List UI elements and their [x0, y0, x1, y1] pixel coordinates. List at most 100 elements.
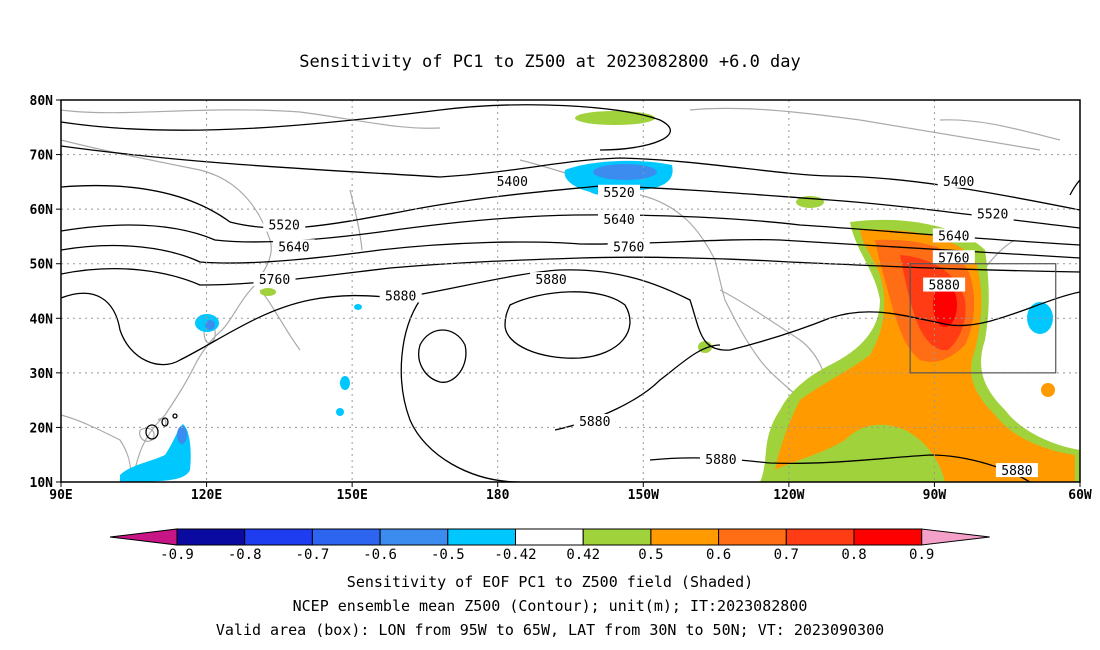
- contour-line: [1069, 179, 1080, 196]
- lon-tick-label: 90W: [923, 488, 947, 503]
- colorbar-swatch: [447, 528, 516, 546]
- caption-line-2: NCEP ensemble mean Z500 (Contour); unit(…: [292, 597, 808, 615]
- lon-tick-label: 60W: [1068, 488, 1092, 503]
- contour-line: [61, 238, 1080, 264]
- contour-line: [400, 299, 521, 482]
- colorbar-swatch: [311, 528, 381, 546]
- contour-label: 5880: [1001, 464, 1032, 479]
- colorbar-swatch: [582, 528, 652, 546]
- shade-positive-09: [933, 283, 957, 327]
- colorbar-label: -0.9: [160, 547, 194, 563]
- contour-label: 5640: [603, 213, 634, 228]
- lon-tick-label: 150W: [628, 488, 659, 503]
- lat-tick-label: 80N: [30, 94, 54, 109]
- contour-label-bg: [491, 173, 534, 188]
- contour-label-bg: [607, 239, 650, 254]
- contour-line: [61, 104, 671, 151]
- lat-tick-label: 10N: [30, 476, 54, 491]
- map-axes: 90E 120E 150E 180 150W 120W 90W 60W 10N 20N 30N 40N…: [30, 94, 1092, 503]
- lon-tick-label: 120W: [773, 488, 804, 503]
- lat-tick-label: 40N: [30, 312, 54, 327]
- contour-line: [418, 329, 467, 383]
- contour-line: [172, 413, 178, 419]
- contour-label: 5640: [938, 229, 969, 244]
- colorbar-label: 0.42: [566, 547, 600, 563]
- contour-label-bg: [971, 206, 1014, 221]
- shade-negative-1b: [593, 164, 657, 180]
- contour-label-bg: [598, 184, 641, 199]
- lat-tick-label: 60N: [30, 203, 54, 218]
- shade-negative-2b: [177, 426, 187, 444]
- contour-label-bg: [699, 452, 742, 467]
- lon-tick-label: 150E: [336, 488, 367, 503]
- contour-label: 5520: [977, 208, 1008, 223]
- contour-line: [145, 424, 159, 440]
- shade-negative-5: [340, 376, 350, 390]
- contour-label-bg: [598, 212, 641, 227]
- colorbar-swatch: [515, 528, 584, 546]
- contour-label: 5640: [278, 240, 309, 255]
- lat-tick-label: 70N: [30, 149, 54, 164]
- colorbar-label: -0.42: [494, 547, 536, 563]
- shade-negative-8: [354, 304, 362, 310]
- map-frame: [60, 99, 1081, 483]
- contour-label: 5880: [705, 453, 736, 468]
- contour-line: [61, 214, 1080, 246]
- shade-negative-6: [336, 408, 344, 416]
- contour-labels: 5400 5400 5520 5520 5520 5640 5640 5640 5760 5760…: [253, 173, 1038, 479]
- shade-negative-2: [120, 424, 191, 482]
- contour-label-bg: [932, 250, 975, 265]
- colorbar: -0.9 -0.8 -0.7 -0.6 -0.5 -0.42 0.42 0.5 0.6 0.7 0.…: [109, 528, 990, 563]
- contour-label: 5880: [535, 273, 566, 288]
- colorbar-label: 0.9: [909, 547, 934, 563]
- colorbar-label: 0.7: [774, 547, 799, 563]
- contour-label: 5520: [603, 186, 634, 201]
- shade-positive-small-1: [575, 111, 655, 125]
- contour-line: [504, 291, 631, 359]
- colorbar-label: 0.6: [706, 547, 731, 563]
- lon-tick-label: 120E: [191, 488, 222, 503]
- valid-area-box: [909, 263, 1057, 374]
- contour-line: [161, 417, 169, 427]
- shade-negative-3b: [205, 320, 215, 330]
- colorbar-swatch: [379, 528, 449, 546]
- contour-label-bg: [263, 217, 306, 232]
- contour-line: [61, 256, 1080, 286]
- colorbar-label: -0.5: [431, 547, 465, 563]
- contour-label: 5880: [385, 289, 416, 304]
- shade-positive-small-4: [1041, 383, 1055, 397]
- colorbar-swatch: [921, 528, 990, 546]
- colorbar-swatch: [718, 528, 787, 546]
- lat-tick-label: 50N: [30, 258, 54, 273]
- shade-positive-small-5: [260, 288, 276, 296]
- contour-label: 5880: [928, 279, 959, 294]
- colorbar-label: -0.8: [228, 547, 262, 563]
- contour-label: 5760: [613, 240, 644, 255]
- contour-label: 5520: [269, 219, 300, 234]
- contour-label: 5760: [938, 251, 969, 266]
- contour-label-bg: [379, 288, 422, 303]
- z500-contours: [61, 104, 1080, 482]
- lon-tick-label: 90E: [49, 488, 72, 503]
- contour-label-bg: [995, 463, 1038, 478]
- lon-tick-label: 180: [486, 488, 510, 503]
- contour-line: [61, 184, 1080, 229]
- contour-label: 5400: [497, 175, 528, 190]
- colorbar-swatch: [785, 528, 855, 546]
- contour-label-bg: [932, 228, 975, 243]
- contour-line: [61, 145, 1080, 211]
- contour-line: [61, 269, 1080, 366]
- contour-label-bg: [923, 277, 966, 292]
- caption-line-1: Sensitivity of EOF PC1 to Z500 field (Sh…: [346, 573, 754, 591]
- contour-label: 5400: [943, 175, 974, 190]
- colorbar-label: -0.7: [296, 547, 330, 563]
- colorbar-swatch: [109, 528, 178, 546]
- contour-label: 5760: [259, 273, 290, 288]
- contour-label-bg: [272, 239, 315, 254]
- colorbar-swatch: [244, 528, 313, 546]
- colorbar-swatch: [853, 528, 923, 546]
- map-grid: [61, 100, 1080, 482]
- lat-tick-label: 20N: [30, 421, 54, 436]
- contour-label-bg: [937, 173, 980, 188]
